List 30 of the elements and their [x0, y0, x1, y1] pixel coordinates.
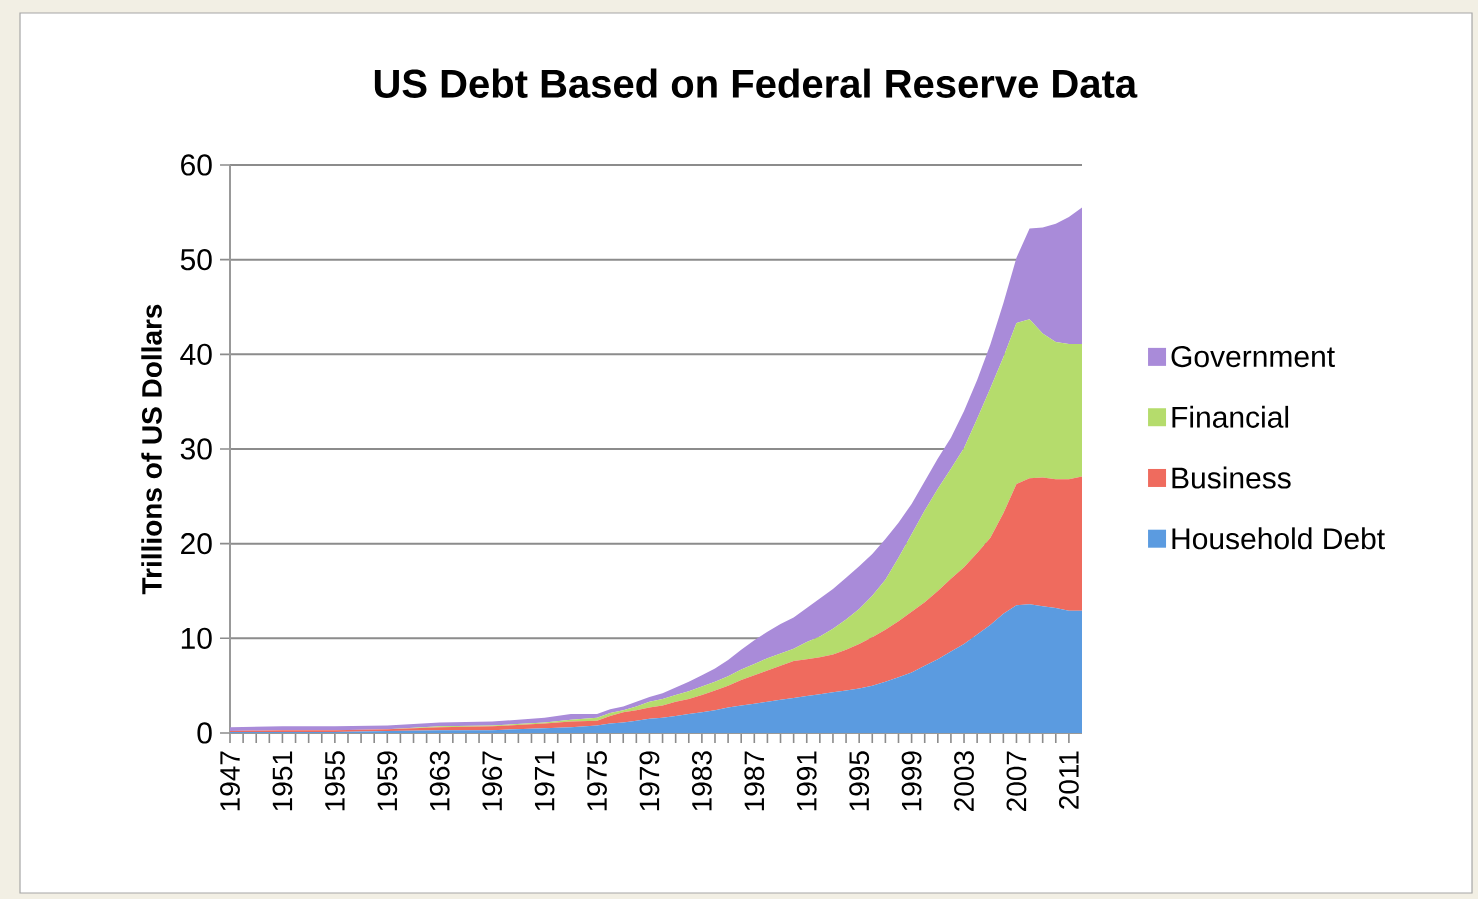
- x-tick-label: 1967: [482, 751, 503, 811]
- y-tick-label: 30: [180, 438, 212, 460]
- legend-label: Household Debt: [1172, 527, 1385, 550]
- y-tick-label: 50: [180, 249, 212, 271]
- x-tick-label: 1991: [796, 751, 817, 811]
- x-tick-label: 1947: [220, 751, 240, 811]
- x-tick-label: 1983: [691, 751, 712, 811]
- x-tick-label: 1951: [272, 751, 293, 811]
- x-tick-label: 1979: [639, 751, 660, 811]
- y-tick-label: 10: [181, 627, 212, 649]
- x-tick-label: 1955: [324, 751, 345, 811]
- x-tick-label: 2011: [1058, 751, 1079, 809]
- y-tick-label: 0: [197, 722, 212, 744]
- y-tick-label: 60: [181, 154, 212, 176]
- x-tick-label: 1987: [744, 751, 765, 811]
- y-axis-title: Trillions of US Dollars: [141, 304, 162, 595]
- x-tick-label: 2003: [954, 751, 974, 811]
- legend-label: Government: [1171, 345, 1335, 368]
- x-tick-label: 1999: [901, 751, 922, 811]
- y-tick-label: 40: [180, 343, 212, 365]
- legend-label: Business: [1172, 466, 1291, 489]
- x-tick-label: 1959: [377, 751, 398, 811]
- x-tick-label: 1971: [534, 751, 555, 811]
- legend-label: Financial: [1172, 405, 1289, 428]
- x-tick-label: 1995: [849, 751, 870, 811]
- y-tick-label: 20: [181, 533, 212, 555]
- x-tick-label: 1975: [587, 751, 607, 811]
- x-tick-label: 2007: [1006, 751, 1027, 811]
- x-tick-label: 1963: [429, 751, 450, 811]
- chart-title: US Debt Based on Federal Reserve Data: [374, 68, 1138, 98]
